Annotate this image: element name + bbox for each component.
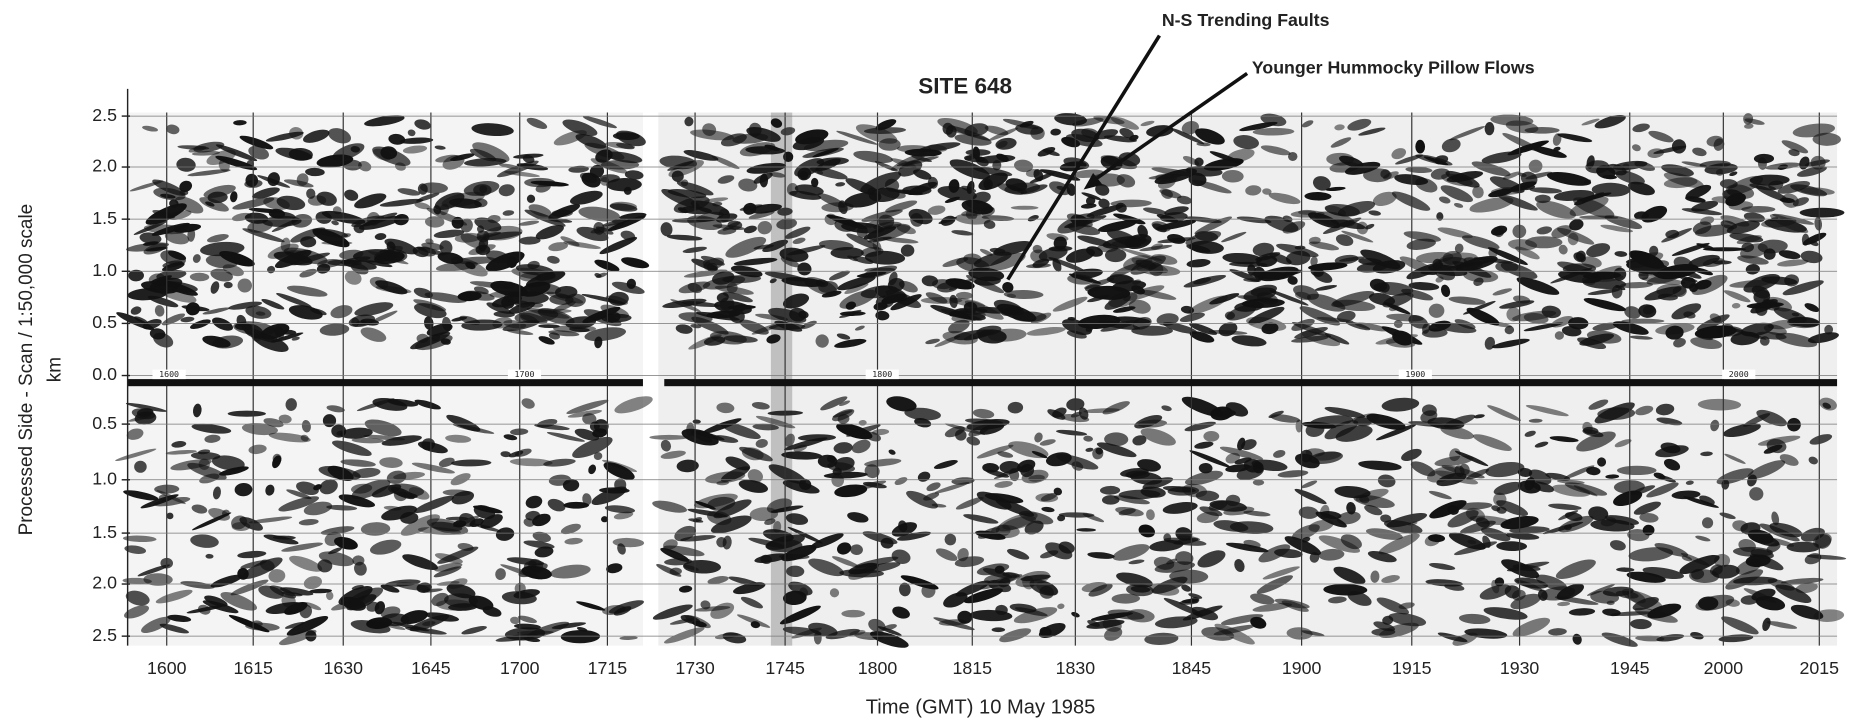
sonar-blob — [1617, 466, 1657, 475]
sonar-blob — [1741, 206, 1775, 213]
x-tick-label: 2015 — [1800, 658, 1840, 678]
x-tick-label: 1630 — [323, 658, 363, 678]
x-tick-label: 1915 — [1392, 658, 1432, 678]
x-tick-label: 1900 — [1282, 658, 1322, 678]
y-tick-label: 0.5 — [92, 312, 117, 332]
x-axis-label: Time (GMT) 10 May 1985 — [866, 697, 1096, 719]
sonar-blob — [1011, 206, 1039, 210]
sonar-blob — [1225, 312, 1235, 320]
sonar-blob — [841, 610, 865, 618]
x-tick-label: 1830 — [1056, 658, 1096, 678]
x-tick-label: 2000 — [1704, 658, 1744, 678]
y-axis-unit: km — [44, 357, 65, 382]
sonar-blob — [321, 241, 352, 245]
y-tick-label: 1.0 — [92, 260, 117, 280]
x-tick-label: 1815 — [953, 658, 993, 678]
sonar-blob — [614, 478, 626, 491]
sonar-blob — [1621, 319, 1664, 324]
track-label: 1700 — [515, 369, 535, 379]
x-tick-label: 1715 — [588, 658, 628, 678]
y-tick-label: 0.0 — [92, 364, 117, 384]
x-tick-label: 1945 — [1610, 658, 1650, 678]
sonar-blob — [1105, 248, 1126, 262]
x-tick-label: 1615 — [233, 658, 273, 678]
sonar-blob — [563, 502, 589, 509]
sonar-blob — [992, 627, 1006, 632]
x-tick-label: 1845 — [1172, 658, 1212, 678]
title: SITE 648 — [918, 74, 1012, 99]
y-axis-label: Processed Side - Scan / 1:50,000 scale — [16, 204, 37, 536]
sonar-blob — [1203, 431, 1219, 442]
x-tick-label: 1600 — [147, 658, 187, 678]
y-tick-label: 2.5 — [92, 625, 117, 645]
x-tick-label: 1700 — [500, 658, 540, 678]
annotation: N-S Trending Faults — [1162, 10, 1330, 30]
sonar-blob — [473, 184, 491, 196]
track-label: 1800 — [872, 369, 892, 379]
x-tick-label: 1800 — [858, 658, 898, 678]
sonar-blob — [232, 522, 251, 531]
sonar-blob — [902, 186, 931, 196]
y-tick-label: 0.5 — [92, 413, 117, 433]
page: SITE 648 N-S Trending Faults Younger Hum… — [0, 0, 1864, 725]
center-track — [128, 379, 643, 386]
y-tick-label: 1.5 — [92, 208, 117, 228]
sonar-blob — [1363, 168, 1392, 182]
sonar-blob — [1800, 208, 1845, 218]
y-tick-label: 2.0 — [92, 573, 117, 593]
center-track — [664, 379, 1837, 386]
track-label: 2000 — [1729, 369, 1749, 379]
sonar-blob — [501, 297, 515, 309]
y-tick-label: 2.5 — [92, 105, 117, 125]
y-tick-label: 1.0 — [92, 468, 117, 488]
track-label: 1600 — [159, 369, 179, 379]
sonar-blob — [1253, 479, 1264, 485]
y-tick-label: 2.0 — [92, 156, 117, 176]
figure: SITE 648 N-S Trending Faults Younger Hum… — [0, 0, 1864, 725]
track-label: 1900 — [1405, 369, 1425, 379]
x-tick-label: 1645 — [411, 658, 451, 678]
x-tick-label: 1745 — [765, 658, 805, 678]
sonar-blob — [228, 411, 266, 417]
x-tick-label: 1730 — [675, 658, 715, 678]
x-tick-label: 1930 — [1500, 658, 1540, 678]
y-tick-label: 1.5 — [92, 522, 117, 542]
annotation: Younger Hummocky Pillow Flows — [1252, 57, 1535, 77]
